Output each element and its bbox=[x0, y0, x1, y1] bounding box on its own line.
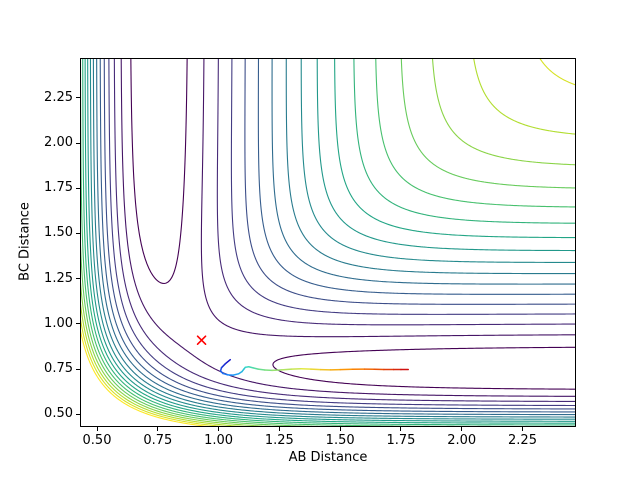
y-tick bbox=[76, 232, 80, 234]
x-axis-label: AB Distance bbox=[288, 450, 368, 465]
x-tick-label: 1.75 bbox=[386, 433, 416, 448]
x-tick-label: 1.00 bbox=[204, 433, 234, 448]
y-tick-label: 2.00 bbox=[44, 135, 73, 150]
x-tick-label: 1.25 bbox=[264, 433, 294, 448]
x-tick bbox=[461, 427, 463, 431]
x-tick bbox=[218, 427, 220, 431]
x-tick bbox=[522, 427, 523, 431]
y-tick bbox=[76, 323, 80, 325]
x-tick bbox=[400, 427, 402, 431]
y-tick bbox=[76, 187, 80, 189]
y-tick-label: 1.50 bbox=[44, 225, 73, 241]
x-tick-label: 2.00 bbox=[447, 433, 477, 448]
y-tick bbox=[76, 97, 80, 99]
y-tick-label: 2.25 bbox=[44, 89, 73, 105]
y-tick-label: 1.00 bbox=[44, 315, 73, 331]
y-tick bbox=[76, 142, 80, 144]
x-tick-label: 0.75 bbox=[143, 433, 173, 448]
x-tick bbox=[339, 427, 341, 431]
y-axis-label: BC Distance bbox=[17, 202, 33, 281]
x-tick-label: 0.50 bbox=[82, 433, 112, 448]
contour-canvas bbox=[80, 58, 576, 427]
y-tick bbox=[76, 368, 80, 370]
x-tick bbox=[157, 427, 159, 431]
y-tick bbox=[76, 413, 80, 415]
y-tick-label: 1.25 bbox=[44, 270, 73, 286]
x-tick bbox=[96, 427, 98, 431]
y-tick bbox=[76, 278, 80, 280]
x-tick-label: 1.50 bbox=[325, 433, 355, 448]
x-tick-label: 2.25 bbox=[508, 433, 537, 448]
y-tick-label: 1.75 bbox=[44, 180, 73, 196]
y-tick-label: 0.75 bbox=[44, 361, 73, 377]
y-tick-label: 0.50 bbox=[44, 406, 73, 422]
x-tick bbox=[278, 427, 280, 431]
